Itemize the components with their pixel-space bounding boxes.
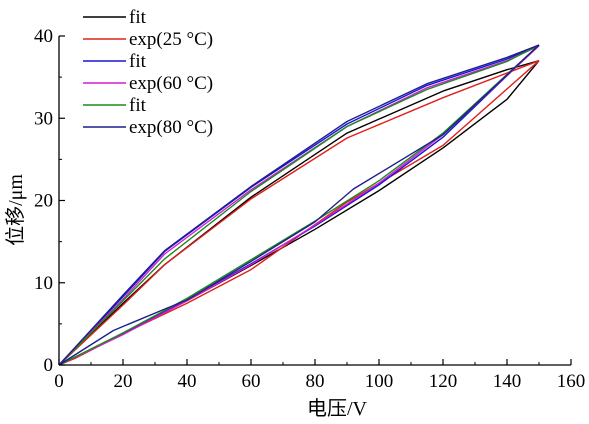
ticks-layer: 0 20 40 60 80 100 120 140 160 0 10 20 30 40 [34,26,585,392]
series-line-7 [58,45,540,366]
series-line-8 [58,45,540,366]
series-line-2 [58,60,540,366]
y-tick-label: 20 [34,191,53,212]
legend-label: exp(25 °C) [129,29,213,50]
x-tick-label: 120 [429,371,458,392]
x-tick-label: 100 [365,371,394,392]
x-tick-label: 40 [178,371,197,392]
legend-label: exp(80 °C) [129,117,213,138]
series-line-6 [58,44,540,366]
y-tick-label: 0 [44,355,54,376]
x-tick-label: 140 [493,371,522,392]
x-tick-label: 0 [54,371,64,392]
y-tick-label: 10 [34,273,53,294]
series-line-12 [58,44,540,366]
x-tick-label: 160 [557,371,586,392]
legend-label: fit [129,7,147,28]
series-line-4 [58,60,540,366]
x-tick-label: 80 [306,371,325,392]
legend-label: exp(60 °C) [129,73,213,94]
x-tick-label: 20 [114,371,133,392]
y-tick-label: 40 [34,26,53,47]
series-layer [58,44,540,366]
x-axis-title: 电压/V [307,397,368,420]
series-line-11 [58,44,540,366]
y-axis-title: 位移/μm [4,174,27,246]
legend-label: fit [129,51,147,72]
x-tick-label: 60 [242,371,261,392]
legend-label: fit [129,95,147,116]
series-line-10 [58,44,540,366]
y-tick-label: 30 [34,108,53,129]
